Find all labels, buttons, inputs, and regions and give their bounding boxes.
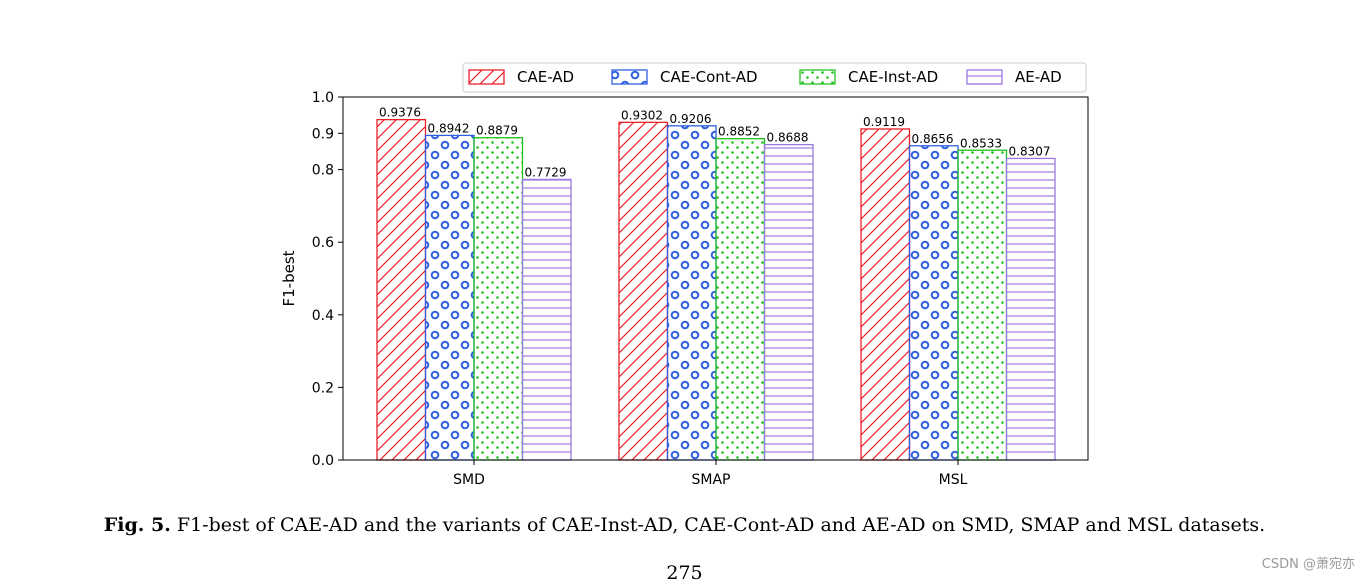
value-label-msl-cae-ad: 0.9119	[863, 115, 905, 129]
bar-smap-cae-ad	[618, 121, 669, 461]
value-label-msl-ae-ad: 0.8307	[1009, 144, 1051, 158]
legend-label-cae-inst-ad: CAE-Inst-AD	[848, 68, 938, 86]
value-label-smap-cae-ad: 0.9302	[621, 108, 663, 122]
legend-swatch-cae-cont-ad	[611, 69, 648, 85]
value-label-smap-cae-inst-ad: 0.8852	[718, 125, 760, 139]
y-axis-title: F1-best	[280, 250, 298, 306]
bar-smap-cae-inst-ad	[715, 138, 766, 461]
legend-label-ae-ad: AE-AD	[1015, 68, 1062, 86]
legend-label-cae-ad: CAE-AD	[517, 68, 574, 86]
x-tick-label-msl: MSL	[939, 472, 968, 488]
value-label-smap-ae-ad: 0.8688	[767, 131, 809, 145]
bar-smap-cae-cont-ad	[666, 125, 717, 461]
value-label-smd-ae-ad: 0.7729	[525, 165, 567, 179]
caption-label: Fig. 5.	[103, 514, 171, 536]
figure-caption: Fig. 5. F1-best of CAE-AD and the varian…	[0, 514, 1369, 536]
value-label-msl-cae-inst-ad: 0.8533	[960, 136, 1002, 150]
legend-label-cae-cont-ad: CAE-Cont-AD	[660, 68, 758, 86]
bar-msl-cae-cont-ad	[908, 145, 959, 461]
bar-smap-ae-ad	[763, 143, 814, 461]
legend-swatch-ae-ad	[966, 69, 1003, 85]
bar-msl-ae-ad	[1005, 157, 1056, 461]
plot-area: 0.9376 0.8942 0.8879 0.7729 0.9302 0.9206 0.88…	[376, 106, 1056, 461]
axes: 0.0 0.2 0.4 0.6 0.8 0.9 1.0 SMD SMAP MSL F1-best	[280, 90, 1089, 488]
legend: CAE-AD CAE-Cont-AD CAE-Inst-AD AE-AD	[462, 62, 1087, 93]
page-number: 275	[666, 562, 703, 584]
y-tick-label: 0.8	[312, 163, 334, 179]
value-label-smd-cae-inst-ad: 0.8879	[476, 124, 518, 138]
legend-swatch-cae-inst-ad	[799, 69, 836, 85]
bar-msl-cae-inst-ad	[957, 149, 1008, 461]
value-label-smd-cae-cont-ad: 0.8942	[428, 121, 470, 135]
y-tick-label: 0.6	[312, 235, 334, 251]
chart: 0.9376 0.8942 0.8879 0.7729 0.9302 0.9206 0.88…	[280, 62, 1089, 488]
y-tick-label: 0.0	[312, 453, 334, 469]
bar-smd-cae-cont-ad	[424, 134, 475, 461]
legend-swatch-cae-ad	[468, 69, 505, 85]
y-tick-label: 0.9	[312, 126, 334, 142]
bar-smd-cae-inst-ad	[473, 137, 524, 461]
caption-text: F1-best of CAE-AD and the variants of CA…	[176, 514, 1266, 536]
value-label-smd-cae-ad: 0.9376	[379, 106, 421, 120]
watermark: CSDN @萧宛亦	[1261, 557, 1355, 572]
y-tick-label: 0.2	[312, 380, 334, 396]
bar-smd-ae-ad	[521, 178, 572, 461]
value-label-msl-cae-cont-ad: 0.8656	[912, 132, 954, 146]
y-tick-label: 0.4	[312, 308, 334, 324]
y-tick-label: 1.0	[312, 90, 334, 106]
value-label-smap-cae-cont-ad: 0.9206	[670, 112, 712, 126]
x-tick-label-smd: SMD	[453, 472, 485, 488]
bar-smd-cae-ad	[376, 119, 427, 461]
x-tick-label-smap: SMAP	[692, 472, 731, 488]
bar-msl-cae-ad	[860, 128, 911, 461]
